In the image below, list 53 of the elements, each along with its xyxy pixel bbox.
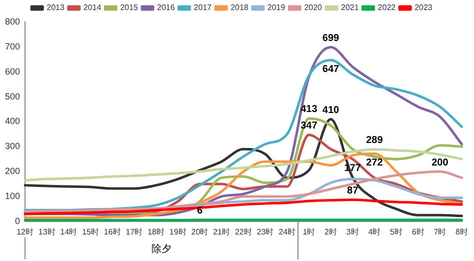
x-tick-label: 15时 xyxy=(82,227,99,236)
line-series xyxy=(24,198,464,216)
x-tick-label: 23时 xyxy=(256,227,274,236)
annotation: 410 xyxy=(322,104,340,116)
legend-label: 2018 xyxy=(230,3,249,12)
x-tick-label: 20时 xyxy=(191,227,208,236)
x-tick-label: 19时 xyxy=(169,227,186,236)
legend-label: 2014 xyxy=(83,3,102,12)
legend-label: 2019 xyxy=(267,3,286,12)
y-tick-label: 200 xyxy=(4,166,20,176)
legend-label: 2017 xyxy=(194,3,212,12)
x-tick-label: 4时 xyxy=(368,227,381,236)
x-tick-label: 14时 xyxy=(60,227,78,236)
y-tick-label: 800 xyxy=(4,16,20,26)
x-tick-label: 6时 xyxy=(412,227,424,236)
legend-label: 2021 xyxy=(340,3,360,12)
x-tick-label: 7时 xyxy=(434,227,446,236)
y-tick-label: 400 xyxy=(4,116,20,126)
x-tick-label: 8时 xyxy=(456,227,468,236)
x-tick-label: 1时 xyxy=(302,227,316,236)
line-series xyxy=(24,148,464,182)
annotation: 272 xyxy=(366,157,384,168)
legend-label: 2020 xyxy=(304,3,323,12)
annotation: 200 xyxy=(432,157,449,168)
x-tick-label: 13时 xyxy=(38,227,56,236)
line-series xyxy=(24,170,464,213)
legend-label: 2015 xyxy=(120,3,139,12)
legend-label: 2023 xyxy=(414,3,433,12)
y-tick-label: 100 xyxy=(4,190,20,201)
y-tick-label: 600 xyxy=(4,66,20,76)
legend-label: 2013 xyxy=(46,3,65,12)
y-tick-label: 700 xyxy=(4,41,20,52)
annotation: 647 xyxy=(322,64,340,75)
x-tick-label: 3时 xyxy=(346,227,359,236)
annotation: 699 xyxy=(322,32,340,44)
x-tick-label: 22时 xyxy=(234,227,252,236)
y-tick-label: 500 xyxy=(4,91,20,102)
y-tick-label: 300 xyxy=(4,141,20,152)
legend-label: 2016 xyxy=(157,3,176,12)
x-tick-label: 21时 xyxy=(213,227,230,236)
x-tick-label: 18时 xyxy=(148,227,164,236)
x-tick-label: 16时 xyxy=(104,227,121,236)
x-tick-label: 2时 xyxy=(324,227,337,236)
text: 除夕 xyxy=(152,243,172,256)
legend-label: 2022 xyxy=(378,3,396,12)
x-tick-label: 17时 xyxy=(126,227,143,236)
annotation: 87 xyxy=(347,185,359,196)
x-tick-label: 24时 xyxy=(278,227,296,236)
x-tick-label: 5时 xyxy=(390,227,402,236)
annotation: 6 xyxy=(196,206,203,217)
x-tick-label: 12时 xyxy=(16,227,34,236)
y-tick-label: 0 xyxy=(15,216,20,226)
annotation: 289 xyxy=(366,135,384,146)
